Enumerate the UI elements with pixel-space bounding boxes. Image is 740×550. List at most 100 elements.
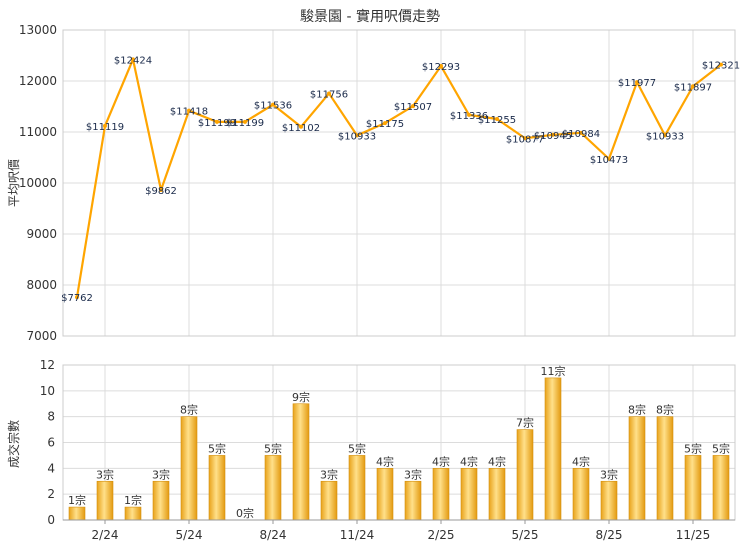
price-point bbox=[327, 91, 331, 96]
price-point bbox=[103, 123, 107, 128]
price-tick-label: 8000 bbox=[26, 278, 57, 292]
volume-bar bbox=[68, 506, 86, 521]
price-axis-label: 平均呎價 bbox=[7, 159, 21, 207]
volume-data-label: 3宗 bbox=[96, 467, 114, 481]
price-point bbox=[719, 62, 723, 67]
price-data-label: $11199 bbox=[198, 118, 236, 129]
volume-data-label: 8宗 bbox=[628, 403, 646, 417]
price-data-label: $11418 bbox=[170, 107, 208, 118]
price-data-label: $11175 bbox=[366, 119, 404, 130]
price-line-panel: 7000 8000 9000 10000 11000 12000 13000 $7762 $11… bbox=[19, 23, 740, 343]
x-tick-label: 2/25 bbox=[428, 528, 455, 542]
price-data-label: $10473 bbox=[590, 155, 628, 166]
price-data-label: $11336 bbox=[450, 111, 488, 122]
volume-data-label: 9宗 bbox=[292, 390, 310, 404]
price-point bbox=[663, 133, 667, 138]
volume-bar bbox=[292, 403, 310, 521]
x-tick-label: 5/24 bbox=[176, 528, 203, 542]
volume-data-label: 3宗 bbox=[152, 467, 170, 481]
volume-data-label: 4宗 bbox=[460, 454, 478, 468]
volume-bar bbox=[712, 455, 730, 521]
volume-tick-label: 6 bbox=[47, 436, 55, 450]
price-data-label: $10984 bbox=[562, 129, 600, 140]
volume-tick-label: 10 bbox=[40, 384, 55, 398]
volume-data-label: 4宗 bbox=[488, 454, 506, 468]
price-point bbox=[495, 116, 499, 121]
price-data-label: $12293 bbox=[422, 62, 460, 73]
volume-bar-panel: 0 2 4 6 8 10 12 1宗 3宗 1宗 3宗 8宗 5宗 0宗 5宗 9宗 3宗 5宗 4宗 3宗 4宗 4宗 4… bbox=[40, 358, 736, 542]
volume-data-label: 11宗 bbox=[541, 364, 566, 378]
price-tick-label: 9000 bbox=[26, 227, 57, 241]
price-data-label: $10877 bbox=[506, 134, 544, 145]
price-point bbox=[467, 112, 471, 117]
volume-data-label: 4宗 bbox=[572, 454, 590, 468]
price-data-label: $10945 bbox=[534, 131, 572, 142]
price-data-label: $11255 bbox=[478, 115, 516, 126]
price-data-label: $11897 bbox=[674, 82, 712, 93]
volume-data-label: 0宗 bbox=[236, 506, 254, 520]
price-data-label: $11507 bbox=[394, 102, 432, 113]
price-point bbox=[159, 188, 163, 193]
volume-tick-label: 4 bbox=[47, 461, 55, 475]
volume-data-label: 4宗 bbox=[432, 454, 450, 468]
volume-bar bbox=[656, 416, 674, 521]
price-point bbox=[131, 57, 135, 62]
volume-axis-label: 成交宗數 bbox=[6, 420, 21, 468]
price-data-label: $9862 bbox=[145, 186, 177, 197]
price-tick-label: 11000 bbox=[19, 125, 57, 139]
x-tick-label: 11/25 bbox=[676, 528, 711, 542]
volume-data-label: 1宗 bbox=[68, 493, 86, 507]
price-data-label: $11536 bbox=[254, 101, 292, 112]
price-point bbox=[187, 108, 191, 113]
volume-bar bbox=[376, 468, 394, 521]
price-data-label: $11756 bbox=[310, 89, 348, 100]
volume-tick-label: 2 bbox=[47, 487, 55, 501]
volume-bar bbox=[460, 468, 478, 521]
price-point bbox=[579, 130, 583, 135]
price-tick-label: 7000 bbox=[26, 329, 57, 343]
volume-bar bbox=[684, 455, 702, 521]
volume-data-label: 3宗 bbox=[320, 467, 338, 481]
x-tick-label: 11/24 bbox=[340, 528, 375, 542]
volume-data-label: 8宗 bbox=[656, 403, 674, 417]
volume-bar bbox=[124, 506, 142, 521]
price-point bbox=[411, 104, 415, 109]
volume-bar bbox=[348, 455, 366, 521]
volume-data-label: 3宗 bbox=[600, 467, 618, 481]
volume-bar bbox=[572, 468, 590, 521]
price-data-label: $11199 bbox=[226, 118, 264, 129]
x-tick-label: 5/25 bbox=[512, 528, 539, 542]
volume-tick-label: 12 bbox=[40, 358, 55, 372]
volume-tick-label: 8 bbox=[47, 410, 55, 424]
volume-data-label: 5宗 bbox=[712, 441, 730, 455]
volume-bar bbox=[432, 468, 450, 521]
chart-title: 駿景園 - 實用呎價走勢 bbox=[300, 8, 440, 25]
price-point bbox=[299, 124, 303, 129]
volume-bar bbox=[544, 377, 562, 521]
price-data-label: $10933 bbox=[646, 131, 684, 142]
price-data-label: $11977 bbox=[618, 78, 656, 89]
price-data-label: $10933 bbox=[338, 131, 376, 142]
volume-bar bbox=[320, 480, 338, 521]
price-data-label: $11119 bbox=[86, 122, 124, 133]
price-point bbox=[271, 102, 275, 107]
price-point bbox=[355, 133, 359, 138]
volume-bar bbox=[404, 480, 422, 521]
price-series-line bbox=[75, 58, 722, 298]
price-point bbox=[691, 84, 695, 89]
volume-bar bbox=[96, 480, 114, 521]
volume-bar bbox=[628, 416, 646, 521]
price-point bbox=[75, 295, 79, 300]
price-point bbox=[607, 156, 611, 161]
volume-data-label: 7宗 bbox=[516, 416, 534, 430]
price-data-label: $11102 bbox=[282, 123, 320, 134]
volume-data-label: 4宗 bbox=[376, 454, 394, 468]
volume-bar bbox=[516, 429, 534, 521]
price-tick-label: 13000 bbox=[19, 23, 57, 37]
price-tick-label: 12000 bbox=[19, 74, 57, 88]
volume-data-label: 3宗 bbox=[404, 467, 422, 481]
price-point bbox=[215, 119, 219, 124]
price-data-label: $7762 bbox=[61, 293, 93, 304]
volume-data-label: 5宗 bbox=[348, 441, 366, 455]
